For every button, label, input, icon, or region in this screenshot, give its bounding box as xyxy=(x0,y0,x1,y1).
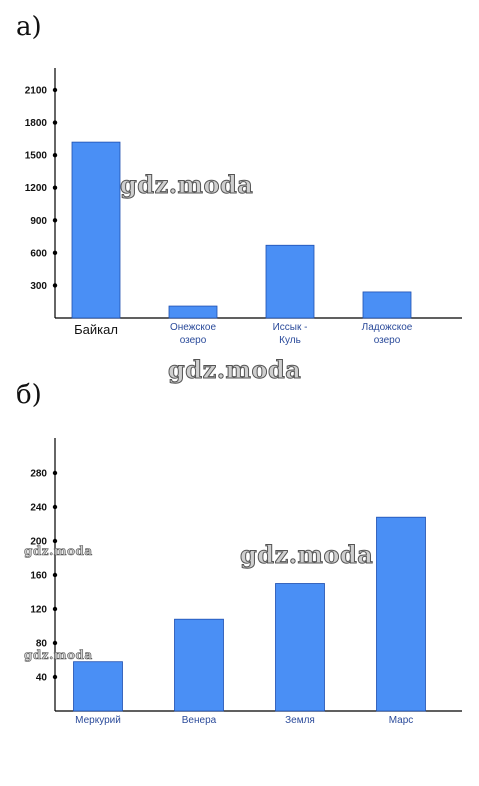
y-tick-label: 300 xyxy=(30,281,47,292)
bar xyxy=(174,618,224,712)
y-tick-mark xyxy=(52,218,58,223)
x-tick-label: Куль xyxy=(279,335,301,346)
y-tick-mark xyxy=(52,538,58,544)
x-tick-label: озеро xyxy=(374,335,401,346)
x-tick-label: Иссык - xyxy=(273,322,308,333)
x-tick-label: Байкал xyxy=(74,322,118,337)
y-tick-mark xyxy=(52,674,58,680)
part-a-label: а) xyxy=(16,12,42,42)
y-tick-label: 200 xyxy=(30,537,47,548)
x-tick-label: Ладожское xyxy=(362,322,413,333)
y-tick-mark xyxy=(52,470,58,476)
y-tick-mark xyxy=(52,283,58,288)
y-tick-mark xyxy=(52,250,58,256)
y-tick-label: 40 xyxy=(36,673,48,684)
y-tick-label: 2100 xyxy=(25,86,48,97)
x-tick-label: Меркурий xyxy=(75,715,121,726)
y-tick-label: 1500 xyxy=(25,151,48,162)
watermark: gdz.moda xyxy=(119,170,254,200)
y-tick-label: 240 xyxy=(30,503,47,514)
x-tick-label: Онежское xyxy=(170,322,216,333)
watermark: gdz.moda xyxy=(24,544,93,559)
part-b-label: б) xyxy=(16,380,42,410)
bar xyxy=(362,291,412,319)
bar xyxy=(73,661,123,712)
y-tick-label: 600 xyxy=(30,248,47,259)
x-tick-label: озеро xyxy=(180,335,207,346)
watermark: gdz.moda xyxy=(239,540,374,570)
y-tick-mark xyxy=(52,185,58,190)
x-tick-label: Марс xyxy=(389,715,414,726)
y-tick-label: 900 xyxy=(30,216,47,227)
bar xyxy=(376,516,426,712)
bar xyxy=(265,244,315,319)
y-tick-label: 160 xyxy=(30,571,47,582)
y-tick-mark xyxy=(52,606,58,612)
bar xyxy=(168,305,218,319)
y-tick-label: 120 xyxy=(30,605,47,616)
y-tick-label: 1200 xyxy=(25,183,48,194)
y-tick-mark xyxy=(52,87,58,93)
y-tick-mark xyxy=(52,504,58,510)
y-tick-label: 80 xyxy=(36,639,48,650)
x-tick-label: Венера xyxy=(182,715,217,726)
bar xyxy=(71,141,121,319)
y-tick-mark xyxy=(52,640,58,646)
x-tick-label: Земля xyxy=(285,715,315,726)
y-tick-mark xyxy=(52,120,58,125)
watermark: gdz.moda xyxy=(167,355,302,385)
y-tick-label: 1800 xyxy=(25,118,48,129)
y-tick-label: 280 xyxy=(30,469,47,480)
watermark: gdz.moda xyxy=(24,648,93,663)
bar xyxy=(275,583,325,712)
y-tick-mark xyxy=(52,152,58,158)
y-tick-mark xyxy=(52,572,58,578)
